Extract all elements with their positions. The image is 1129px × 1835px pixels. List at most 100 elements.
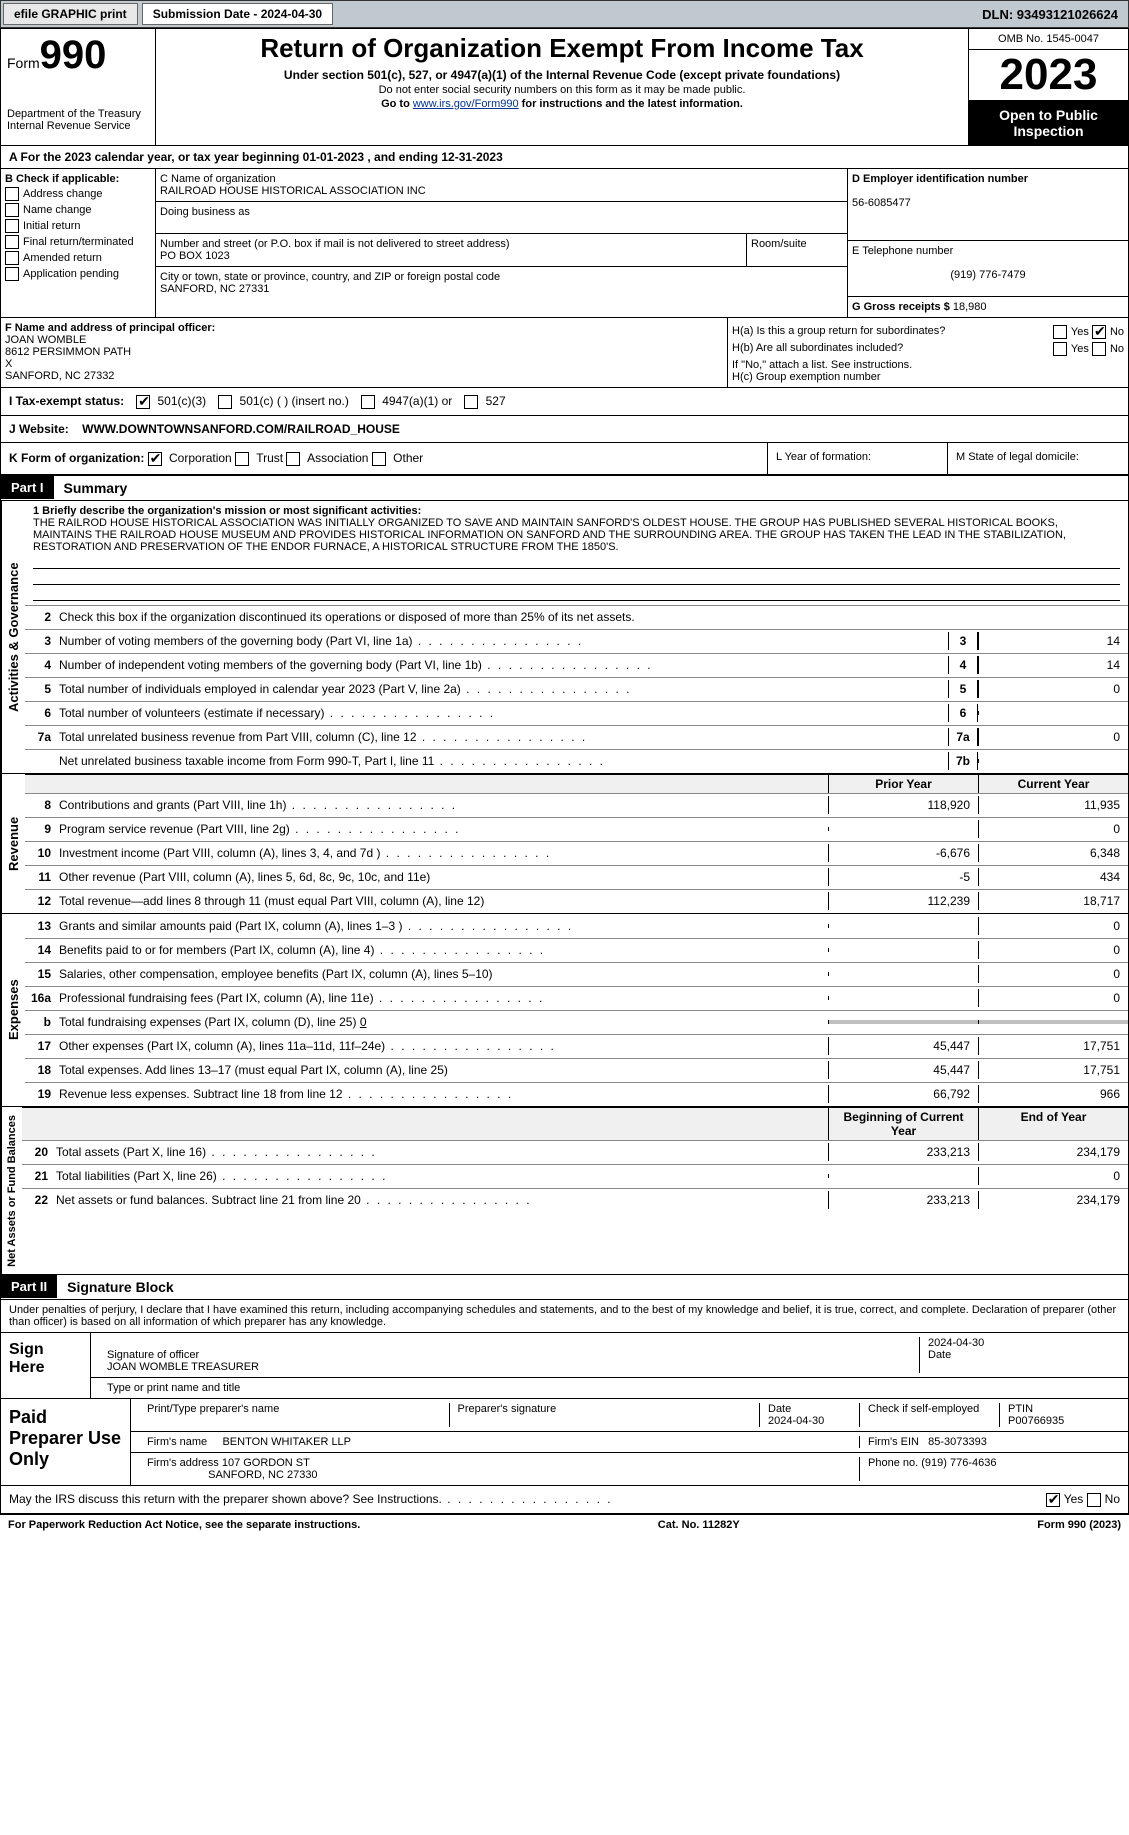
chk-trust[interactable] [235, 452, 249, 466]
line-5: Total number of individuals employed in … [55, 680, 948, 698]
hdr-beginning: Beginning of Current Year [828, 1108, 978, 1140]
chk-4947[interactable] [361, 395, 375, 409]
self-employed-cell: Check if self-employed [860, 1403, 1000, 1427]
chk-initial-return[interactable]: Initial return [5, 219, 151, 233]
chk-527[interactable] [464, 395, 478, 409]
line-22: Net assets or fund balances. Subtract li… [52, 1191, 828, 1209]
line-3: Number of voting members of the governin… [55, 632, 948, 650]
chk-name-change[interactable]: Name change [5, 203, 151, 217]
line-19: Revenue less expenses. Subtract line 18 … [55, 1085, 828, 1103]
declaration-text: Under penalties of perjury, I declare th… [1, 1300, 1128, 1332]
sig-officer-cell: Signature of officerJOAN WOMBLE TREASURE… [99, 1337, 920, 1373]
page-footer: For Paperwork Reduction Act Notice, see … [0, 1514, 1129, 1535]
chk-other[interactable] [372, 452, 386, 466]
line-16b: Total fundraising expenses (Part IX, col… [55, 1013, 828, 1031]
open-to-public: Open to Public Inspection [969, 101, 1128, 145]
sign-here-label: Sign Here [1, 1333, 91, 1398]
col-b-checkboxes: B Check if applicable: Address change Na… [1, 169, 156, 317]
chk-amended[interactable]: Amended return [5, 251, 151, 265]
chk-corp[interactable] [148, 452, 162, 466]
hdr-prior: Prior Year [828, 775, 978, 793]
preparer-sig-cell: Preparer's signature [450, 1403, 761, 1427]
part1-title: Summary [54, 476, 138, 500]
hdr-end: End of Year [978, 1108, 1128, 1140]
ptin-cell: PTINP00766935 [1000, 1403, 1120, 1427]
chk-501c3[interactable] [136, 395, 150, 409]
line-15: Salaries, other compensation, employee b… [55, 965, 828, 983]
chk-discuss-yes[interactable] [1046, 1493, 1060, 1507]
line-16a: Professional fundraising fees (Part IX, … [55, 989, 828, 1007]
mission-block: 1 Briefly describe the organization's mi… [25, 501, 1128, 605]
telephone-cell: E Telephone number (919) 776-7479 [848, 241, 1128, 297]
submission-date: Submission Date - 2024-04-30 [142, 3, 333, 25]
topbar: efile GRAPHIC print Submission Date - 20… [0, 0, 1129, 28]
vert-revenue: Revenue [1, 774, 25, 913]
irs-link[interactable]: www.irs.gov/Form990 [413, 98, 519, 110]
k-form-org: K Form of organization: Corporation Trus… [1, 443, 768, 474]
sig-date-cell: 2024-04-30Date [920, 1337, 1120, 1373]
form-number: Form990 [7, 33, 149, 78]
chk-application[interactable]: Application pending [5, 267, 151, 281]
part1-header: Part I [1, 476, 54, 499]
chk-final-return[interactable]: Final return/terminated [5, 235, 151, 249]
form-title: Return of Organization Exempt From Incom… [160, 33, 964, 64]
street-cell: Number and street (or P.O. box if mail i… [156, 234, 747, 266]
line-18: Total expenses. Add lines 13–17 (must eq… [55, 1061, 828, 1079]
chk-discuss-no[interactable] [1087, 1493, 1101, 1507]
row-a-calendar-year: A For the 2023 calendar year, or tax yea… [0, 146, 1129, 169]
line-4: Number of independent voting members of … [55, 656, 948, 674]
firm-addr-cell: Firm's address 107 GORDON ST SANFORD, NC… [139, 1457, 860, 1481]
signature-block: Under penalties of perjury, I declare th… [0, 1300, 1129, 1486]
row-j-website: J Website: WWW.DOWNTOWNSANFORD.COM/RAILR… [0, 416, 1129, 443]
omb-number: OMB No. 1545-0047 [969, 29, 1128, 50]
col-b-title: B Check if applicable: [5, 173, 119, 185]
vert-activities: Activities & Governance [1, 501, 25, 773]
vert-expenses: Expenses [1, 914, 25, 1106]
row-i-tax-status: I Tax-exempt status: 501(c)(3) 501(c) ( … [0, 388, 1129, 416]
ssn-note: Do not enter social security numbers on … [160, 84, 964, 96]
firm-phone-cell: Phone no. (919) 776-4636 [860, 1457, 1120, 1481]
line-14: Benefits paid to or for members (Part IX… [55, 941, 828, 959]
row-klm: K Form of organization: Corporation Trus… [0, 443, 1129, 475]
line-7a: Total unrelated business revenue from Pa… [55, 728, 948, 746]
city-cell: City or town, state or province, country… [156, 266, 847, 299]
block-bcd: B Check if applicable: Address change Na… [0, 169, 1129, 318]
firm-ein-cell: Firm's EIN 85-3073393 [860, 1436, 1120, 1448]
line-21: Total liabilities (Part X, line 26) [52, 1167, 828, 1185]
line-12: Total revenue—add lines 8 through 11 (mu… [55, 892, 828, 910]
block-fh: F Name and address of principal officer:… [0, 318, 1129, 388]
chk-501c[interactable] [218, 395, 232, 409]
dept-label: Department of the Treasury Internal Reve… [7, 108, 149, 132]
line-6: Total number of volunteers (estimate if … [55, 704, 948, 722]
line-8: Contributions and grants (Part VIII, lin… [55, 796, 828, 814]
may-discuss-row: May the IRS discuss this return with the… [0, 1486, 1129, 1514]
group-return-cell: H(a) Is this a group return for subordin… [728, 318, 1128, 387]
preparer-name-cell: Print/Type preparer's name [139, 1403, 450, 1427]
form-header: Form990 Department of the Treasury Inter… [0, 28, 1129, 146]
part2-title: Signature Block [57, 1275, 184, 1299]
chk-assoc[interactable] [286, 452, 300, 466]
chk-address-change[interactable]: Address change [5, 187, 151, 201]
line-20: Total assets (Part X, line 16) [52, 1143, 828, 1161]
l-year-formation: L Year of formation: [768, 443, 948, 474]
room-cell: Room/suite [747, 234, 847, 266]
dba-cell: Doing business as [156, 202, 847, 234]
part2-header: Part II [1, 1275, 57, 1298]
goto-note: Go to www.irs.gov/Form990 for instructio… [160, 98, 964, 110]
preparer-date-cell: Date2024-04-30 [760, 1403, 860, 1427]
m-state-domicile: M State of legal domicile: [948, 443, 1128, 474]
efile-print-button[interactable]: efile GRAPHIC print [3, 3, 138, 25]
officer-cell: F Name and address of principal officer:… [1, 318, 728, 387]
ein-cell: D Employer identification number 56-6085… [848, 169, 1128, 241]
form-subtitle: Under section 501(c), 527, or 4947(a)(1)… [160, 68, 964, 82]
line-17: Other expenses (Part IX, column (A), lin… [55, 1037, 828, 1055]
gross-receipts-cell: G Gross receipts $ 18,980 [848, 297, 1128, 317]
paid-preparer-label: Paid Preparer Use Only [1, 1399, 131, 1485]
line-11: Other revenue (Part VIII, column (A), li… [55, 868, 828, 886]
dln-label: DLN: 93493121026624 [982, 7, 1126, 22]
line-10: Investment income (Part VIII, column (A)… [55, 844, 828, 862]
line-13: Grants and similar amounts paid (Part IX… [55, 917, 828, 935]
org-name-cell: C Name of organization RAILROAD HOUSE HI… [156, 169, 847, 202]
hdr-curr: Current Year [978, 775, 1128, 793]
line-7b: Net unrelated business taxable income fr… [55, 752, 948, 770]
